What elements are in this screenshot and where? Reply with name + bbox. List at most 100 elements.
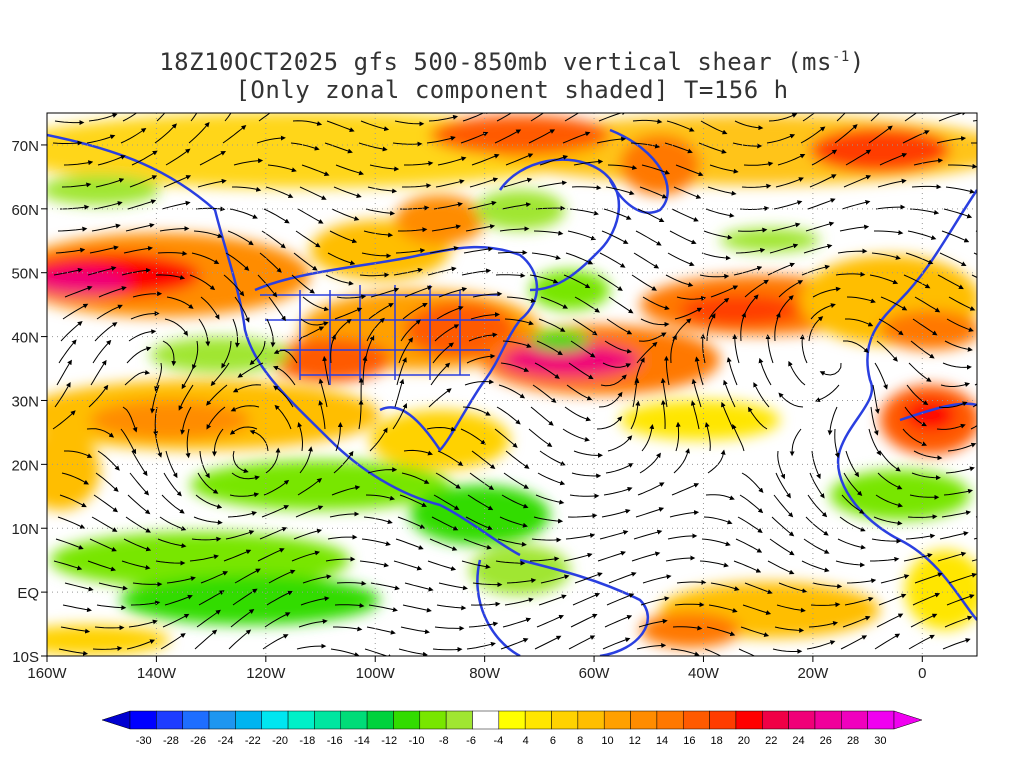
colorbar-swatch: [340, 710, 368, 730]
streamline: [228, 629, 252, 650]
streamline: [630, 142, 661, 149]
streamline: [843, 472, 863, 496]
streamline: [976, 648, 977, 649]
streamline: [572, 592, 601, 606]
colorbar-label: -30: [136, 735, 152, 747]
streamline: [598, 391, 623, 408]
streamline: [120, 428, 137, 455]
streamline: [195, 206, 226, 212]
streamline: [224, 113, 232, 122]
streamline: [333, 450, 354, 474]
colorbar-label: -22: [245, 735, 261, 747]
streamline: [397, 516, 426, 529]
streamline: [801, 560, 830, 573]
streamline: [178, 384, 194, 411]
streamline: [335, 422, 343, 452]
colorbar-swatch: [867, 710, 895, 730]
streamline: [675, 421, 681, 452]
streamline: [976, 362, 977, 363]
streamline: [845, 149, 872, 166]
streamline: [873, 516, 903, 526]
colorbar-swatch: [129, 710, 157, 730]
streamline: [162, 340, 177, 367]
streamline: [369, 164, 400, 172]
streamline: [225, 252, 250, 271]
streamline: [946, 318, 974, 332]
streamline: [601, 230, 629, 244]
streamline: [56, 359, 72, 386]
streamline: [971, 142, 977, 144]
streamline: [808, 621, 839, 628]
streamline: [771, 222, 801, 232]
streamline: [637, 208, 665, 223]
streamline: [500, 638, 529, 650]
streamline: [264, 612, 291, 628]
streamline: [596, 136, 627, 144]
streamline: [462, 113, 491, 122]
streamline: [741, 472, 764, 493]
streamline: [669, 510, 700, 518]
streamline: [297, 208, 324, 224]
streamline: [641, 164, 671, 175]
streamline: [189, 554, 219, 562]
streamline: [128, 329, 157, 342]
streamline: [667, 533, 698, 540]
colorbar-label: -14: [354, 735, 370, 747]
streamline: [497, 538, 527, 547]
colorbar-label: 22: [765, 735, 777, 747]
streamline: [636, 341, 658, 364]
streamline: [400, 319, 421, 342]
streamline: [121, 560, 151, 570]
streamline: [370, 287, 400, 298]
streamline: [54, 120, 85, 126]
streamline: [292, 120, 323, 126]
streamline: [232, 384, 262, 393]
streamline: [639, 186, 668, 199]
streamline: [232, 588, 258, 606]
streamline: [232, 450, 249, 474]
streamline: [942, 638, 971, 650]
streamline: [165, 450, 178, 479]
lon-label: 40W: [688, 665, 720, 682]
streamline: [302, 296, 330, 312]
streamline: [605, 186, 635, 196]
streamline: [206, 406, 226, 430]
streamline: [330, 334, 336, 364]
streamline: [907, 230, 937, 240]
streamline: [975, 516, 977, 518]
streamline: [788, 360, 806, 386]
streamline: [801, 264, 831, 276]
streamline: [299, 186, 327, 200]
streamline: [982, 165, 1008, 170]
streamline: [469, 472, 495, 490]
streamline: [980, 463, 1005, 473]
streamline: [807, 198, 836, 210]
streamline: [125, 516, 151, 533]
lon-label: 60W: [579, 665, 611, 682]
streamline: [709, 164, 739, 174]
streamline: [635, 507, 665, 518]
streamline: [948, 296, 976, 311]
streamline: [359, 272, 390, 278]
streamline: [948, 572, 977, 584]
streamline: [427, 560, 457, 571]
streamline: [571, 472, 602, 479]
streamline: [878, 318, 904, 336]
streamline: [471, 153, 500, 166]
streamline: [318, 400, 326, 430]
streamline: [738, 648, 756, 656]
streamline: [64, 582, 94, 592]
streamline: [273, 349, 298, 364]
streamline: [846, 578, 877, 584]
streamline: [568, 362, 594, 380]
streamline: [979, 340, 1006, 342]
streamline: [812, 286, 841, 298]
streamline: [436, 305, 464, 320]
streamline: [805, 221, 835, 232]
streamline: [635, 230, 662, 246]
streamline: [778, 582, 808, 594]
streamline: [89, 245, 119, 254]
streamline: [434, 324, 460, 342]
streamline: [874, 633, 901, 650]
streamline: [603, 208, 632, 220]
